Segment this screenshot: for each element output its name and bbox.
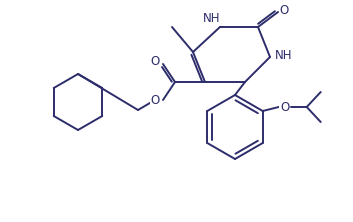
Text: O: O (279, 4, 289, 16)
Text: NH: NH (203, 12, 221, 24)
Text: O: O (150, 93, 160, 107)
Text: O: O (280, 101, 289, 113)
Text: NH: NH (275, 48, 293, 61)
Text: O: O (150, 54, 160, 67)
